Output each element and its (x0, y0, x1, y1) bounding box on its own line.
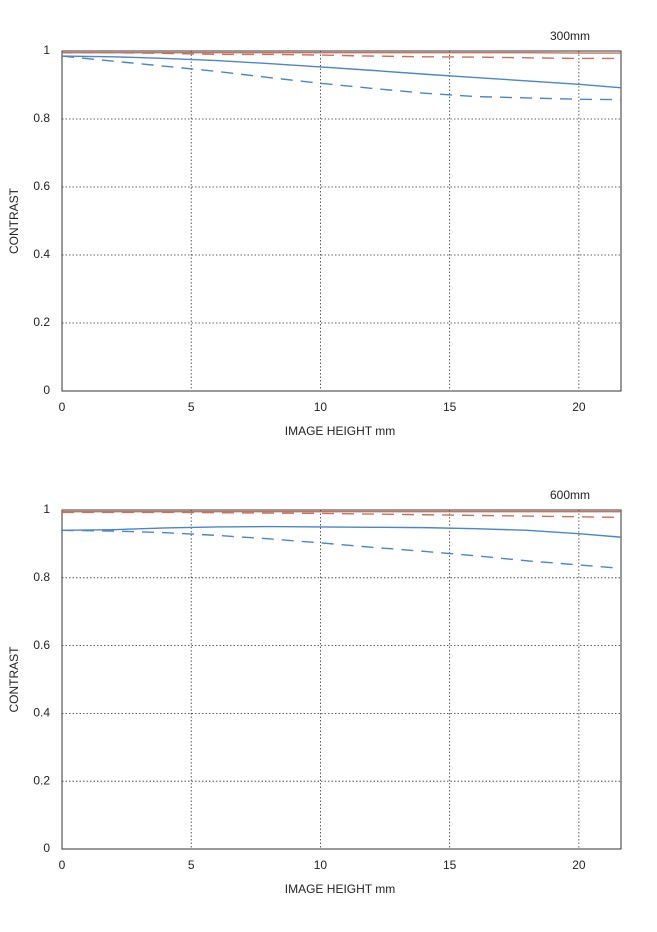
mtf-line (61, 525, 621, 538)
x-tick-label: 15 (443, 858, 457, 872)
x-axis-label: IMAGE HEIGHT mm (285, 882, 395, 896)
y-tick-label: 0.2 (33, 315, 50, 329)
y-tick-label: 1 (43, 43, 50, 57)
x-tick-label: 20 (572, 400, 586, 414)
x-tick-label: 15 (443, 400, 457, 414)
mtf-line (62, 52, 621, 60)
x-tick-label: 10 (314, 400, 328, 414)
plot-frame (61, 509, 622, 850)
y-tick-label: 0 (43, 383, 50, 397)
y-axis-label: CONTRAST (7, 187, 21, 254)
y-tick-label: 0.8 (33, 111, 50, 125)
y-tick-label: 1 (43, 502, 50, 516)
mtf-line (61, 55, 621, 101)
x-tick-label: 0 (59, 400, 66, 414)
y-tick-label: 0.8 (33, 570, 50, 584)
x-tick-label: 5 (188, 858, 195, 872)
y-tick-label: 0.6 (33, 179, 50, 193)
chart-title: 300mm (550, 29, 590, 43)
y-tick-label: 0 (43, 841, 50, 855)
x-tick-label: 0 (59, 858, 66, 872)
y-tick-label: 0.2 (33, 773, 50, 787)
x-tick-label: 20 (572, 858, 586, 872)
y-tick-label: 0.6 (33, 638, 50, 652)
x-tick-label: 5 (188, 400, 195, 414)
mtf-line (61, 55, 621, 89)
x-axis-label: IMAGE HEIGHT mm (285, 424, 395, 438)
y-axis-label: CONTRAST (7, 646, 21, 713)
y-tick-label: 0.4 (33, 247, 50, 261)
y-tick-label: 0.4 (33, 706, 50, 720)
mtf-line (62, 511, 621, 519)
chart-title: 600mm (550, 488, 590, 502)
x-tick-label: 10 (314, 858, 328, 872)
mtf-line (61, 529, 621, 570)
plot-frame (61, 50, 622, 392)
